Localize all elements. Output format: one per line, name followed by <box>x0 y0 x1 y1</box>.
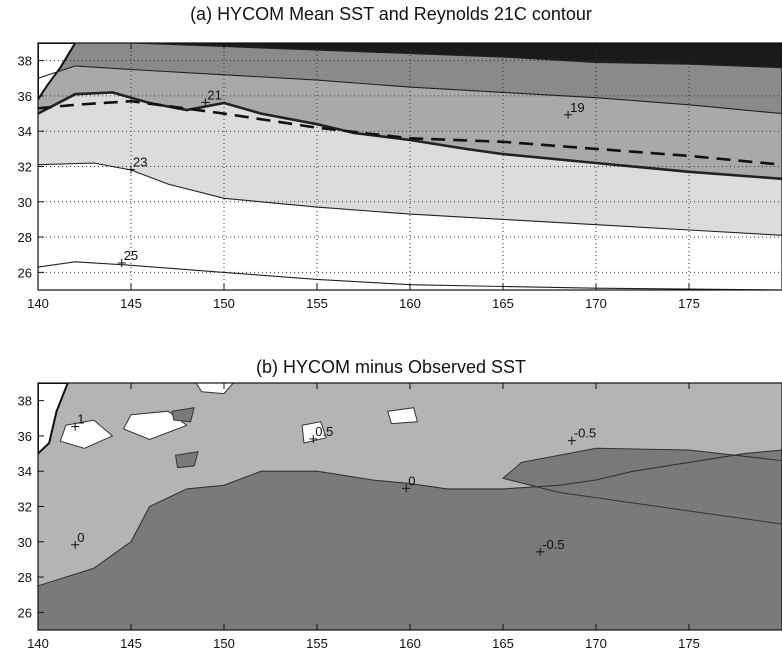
y-tick-label: 30 <box>18 195 32 210</box>
diff-blob-positive <box>387 407 419 425</box>
x-tick-label: 155 <box>306 296 328 311</box>
y-tick-label: 38 <box>18 394 32 409</box>
contour-line-25 <box>38 261 782 290</box>
chart-a-title: (a) HYCOM Mean SST and Reynolds 21C cont… <box>190 4 592 24</box>
x-tick-label: 170 <box>585 636 607 651</box>
y-tick-label: 34 <box>18 124 32 139</box>
x-tick-label: 155 <box>306 636 328 651</box>
reynolds-21c-contour <box>38 99 782 166</box>
contour-label: 0 <box>77 530 84 545</box>
contour-label: 19 <box>570 100 584 115</box>
y-tick-label: 36 <box>18 89 32 104</box>
x-tick-label: 165 <box>492 296 514 311</box>
contour-line-19 <box>38 65 782 115</box>
panel-b-plot <box>38 383 782 630</box>
chart-b-title: (b) HYCOM minus Observed SST <box>255 357 527 377</box>
panel-a-plot <box>38 43 782 290</box>
diff-blob-negative <box>501 447 782 525</box>
land-mask <box>38 43 77 102</box>
x-tick-label: 170 <box>585 296 607 311</box>
y-tick-label: 38 <box>18 54 32 69</box>
x-tick-label: 140 <box>27 296 49 311</box>
zero-contour-line <box>38 449 782 587</box>
x-tick-label: 150 <box>213 296 235 311</box>
contour-label: -0.5 <box>574 426 596 441</box>
contour-label: 1 <box>77 412 84 427</box>
y-tick-label: 36 <box>18 429 32 444</box>
diff-blob-positive <box>301 421 327 444</box>
y-tick-label: 28 <box>18 570 32 585</box>
diff-blob-positive <box>122 410 188 441</box>
y-tick-label: 26 <box>18 605 32 620</box>
land-mask <box>38 383 69 455</box>
diff-blob-positive <box>59 419 114 449</box>
contour-label: -0.5 <box>542 537 564 552</box>
contour-label: 25 <box>124 248 138 263</box>
y-tick-label: 26 <box>18 265 32 280</box>
contour-line-17 <box>75 43 782 69</box>
contour-label: 21 <box>207 87 221 102</box>
contour-line-21 <box>38 91 782 181</box>
diff-blob-negative <box>171 407 195 423</box>
x-tick-label: 160 <box>399 636 421 651</box>
x-tick-label: 145 <box>120 296 142 311</box>
x-tick-label: 165 <box>492 636 514 651</box>
contour-line-23 <box>38 162 782 236</box>
plot-frame <box>37 42 782 291</box>
x-tick-label: 150 <box>213 636 235 651</box>
plot-frame <box>37 382 782 631</box>
diff-blob-negative <box>175 451 199 469</box>
x-tick-label: 175 <box>678 636 700 651</box>
y-tick-label: 30 <box>18 535 32 550</box>
x-tick-label: 160 <box>399 296 421 311</box>
y-tick-label: 32 <box>18 500 32 515</box>
contour-label: 0 <box>408 473 415 488</box>
contour-label: 23 <box>133 155 147 170</box>
y-tick-label: 34 <box>18 464 32 479</box>
contour-label: 0.5 <box>315 424 333 439</box>
x-tick-label: 140 <box>27 636 49 651</box>
sst-band-cold <box>38 43 782 68</box>
x-tick-label: 145 <box>120 636 142 651</box>
y-tick-label: 32 <box>18 160 32 175</box>
diff-band-positive <box>38 383 782 586</box>
y-tick-label: 28 <box>18 230 32 245</box>
x-tick-label: 175 <box>678 296 700 311</box>
